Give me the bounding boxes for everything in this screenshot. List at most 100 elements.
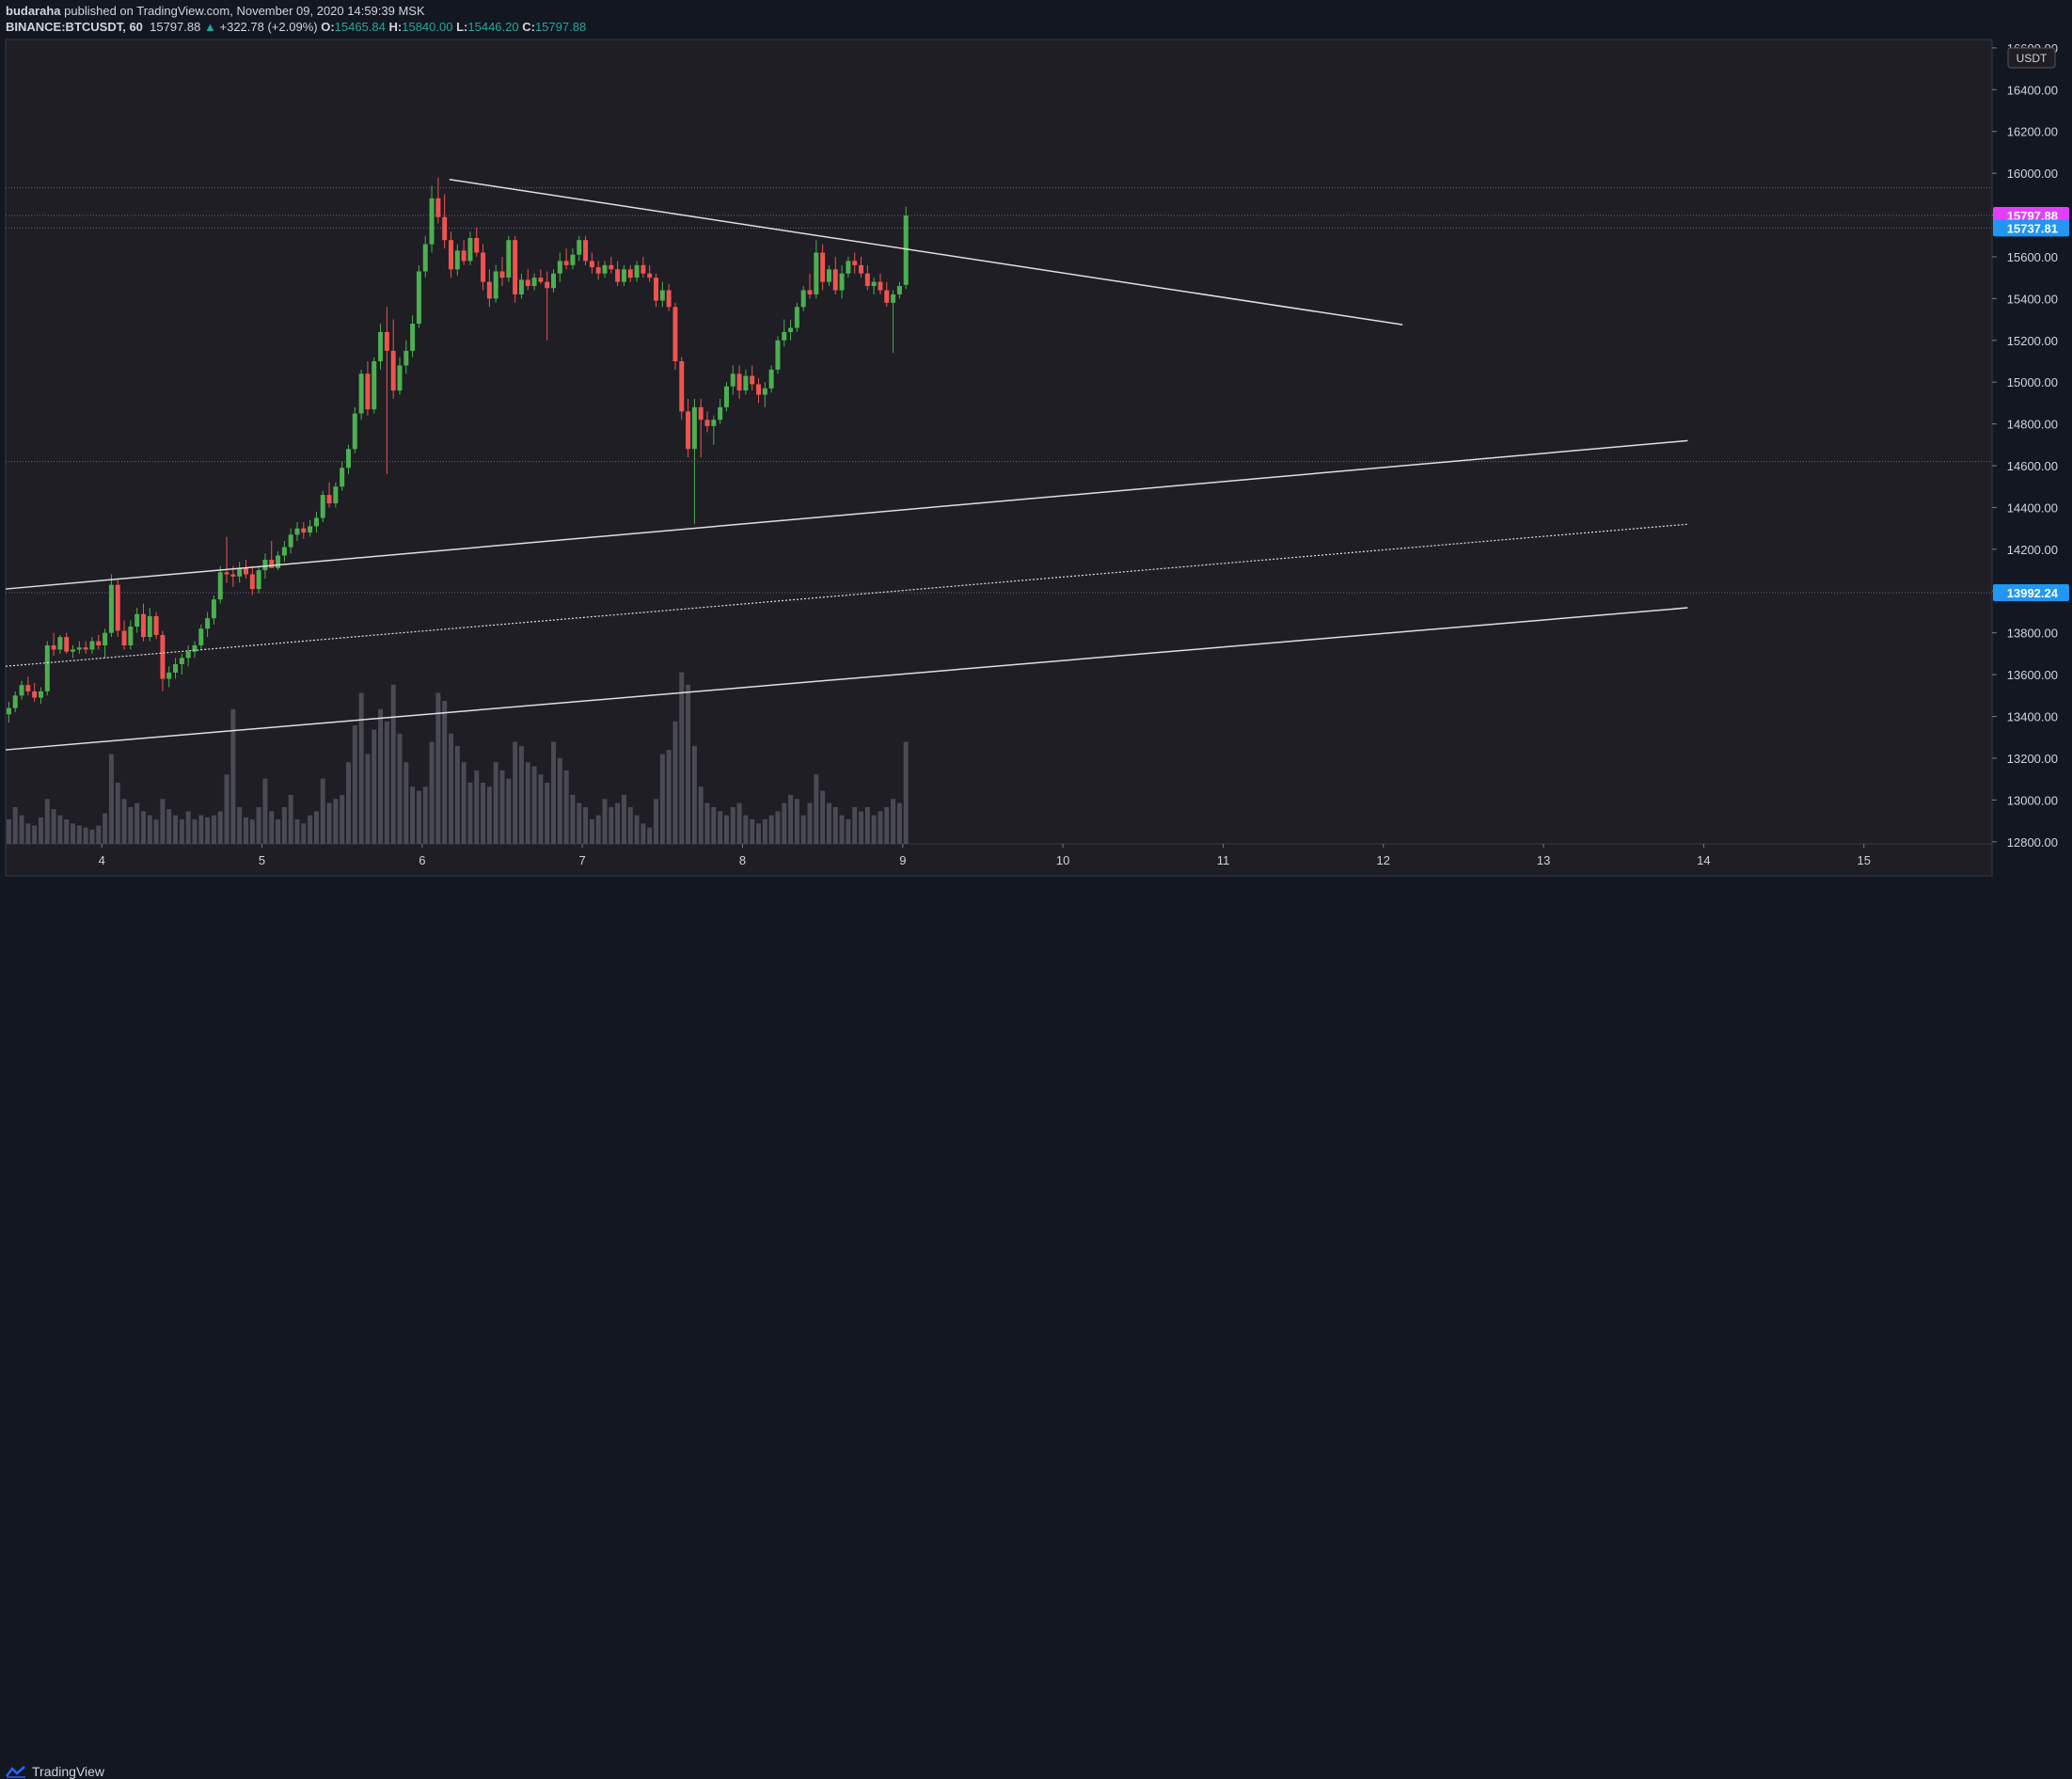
candle-body[interactable] xyxy=(115,584,120,631)
candle-body[interactable] xyxy=(340,468,345,487)
candle-body[interactable] xyxy=(173,664,179,673)
candle-body[interactable] xyxy=(243,567,248,575)
candle-body[interactable] xyxy=(378,331,384,361)
candle-body[interactable] xyxy=(871,281,877,287)
candle-body[interactable] xyxy=(654,278,659,301)
candle-body[interactable] xyxy=(358,373,364,414)
candle-body[interactable] xyxy=(788,327,794,332)
candle-body[interactable] xyxy=(563,261,569,265)
candle-body[interactable] xyxy=(711,420,717,426)
candle-body[interactable] xyxy=(884,290,890,303)
candle-body[interactable] xyxy=(12,695,18,708)
candle-body[interactable] xyxy=(185,651,191,659)
candle-body[interactable] xyxy=(691,406,697,450)
candle-body[interactable] xyxy=(352,413,357,450)
candle-body[interactable] xyxy=(166,672,172,679)
candle-body[interactable] xyxy=(249,574,255,590)
candle-body[interactable] xyxy=(442,216,448,241)
candle-body[interactable] xyxy=(679,361,685,412)
candle-body[interactable] xyxy=(583,240,589,262)
candle-body[interactable] xyxy=(461,250,467,262)
candle-body[interactable] xyxy=(794,307,799,328)
candle-body[interactable] xyxy=(595,267,601,274)
candle-body[interactable] xyxy=(525,279,530,287)
candle-body[interactable] xyxy=(313,517,319,527)
candle-body[interactable] xyxy=(807,290,813,294)
candle-body[interactable] xyxy=(467,237,473,262)
candle-body[interactable] xyxy=(128,627,134,646)
candle-body[interactable] xyxy=(846,261,851,274)
candle-body[interactable] xyxy=(19,685,24,696)
candle-body[interactable] xyxy=(372,361,377,410)
candle-body[interactable] xyxy=(333,486,339,504)
candle-body[interactable] xyxy=(281,547,287,556)
candle-body[interactable] xyxy=(551,273,557,289)
plot-area[interactable] xyxy=(5,39,1993,877)
author-name[interactable]: budaraha xyxy=(6,4,61,18)
candle-body[interactable] xyxy=(230,574,236,577)
candle-body[interactable] xyxy=(641,264,646,274)
candle-body[interactable] xyxy=(276,555,281,568)
candle-body[interactable] xyxy=(659,290,665,301)
candle-body[interactable] xyxy=(481,252,486,282)
candle-body[interactable] xyxy=(454,250,460,270)
candle-body[interactable] xyxy=(814,252,819,294)
candle-body[interactable] xyxy=(6,707,11,715)
candle-body[interactable] xyxy=(896,286,902,294)
candle-body[interactable] xyxy=(615,269,621,282)
candle-body[interactable] xyxy=(513,240,518,294)
candle-body[interactable] xyxy=(878,281,883,291)
candle-body[interactable] xyxy=(345,449,351,469)
candle-body[interactable] xyxy=(545,281,550,289)
candle-body[interactable] xyxy=(365,373,371,410)
candle-body[interactable] xyxy=(211,599,216,619)
candle-body[interactable] xyxy=(288,534,293,548)
candle-body[interactable] xyxy=(852,261,858,265)
candle-body[interactable] xyxy=(621,269,626,282)
candle-body[interactable] xyxy=(800,290,806,308)
candle-body[interactable] xyxy=(743,375,749,391)
candle-body[interactable] xyxy=(903,215,909,285)
candle-body[interactable] xyxy=(499,271,505,278)
symbol-label[interactable]: BINANCE:BTCUSDT, 60 xyxy=(6,20,143,34)
candle-body[interactable] xyxy=(531,278,537,287)
candle-body[interactable] xyxy=(57,637,63,650)
candle-body[interactable] xyxy=(570,254,576,265)
trendline[interactable] xyxy=(5,607,1688,751)
candle-body[interactable] xyxy=(704,420,710,426)
trendline[interactable] xyxy=(5,523,1688,667)
candle-body[interactable] xyxy=(832,269,838,291)
candle-body[interactable] xyxy=(839,273,845,291)
candle-body[interactable] xyxy=(736,373,742,391)
candle-body[interactable] xyxy=(121,630,127,646)
candle-body[interactable] xyxy=(44,645,50,691)
candle-body[interactable] xyxy=(237,567,243,577)
candle-body[interactable] xyxy=(217,572,223,600)
candle-body[interactable] xyxy=(448,240,453,270)
candle-body[interactable] xyxy=(51,645,56,650)
candle-body[interactable] xyxy=(326,495,332,504)
tradingview-brand[interactable]: TradingView xyxy=(6,1764,104,1779)
candle-body[interactable] xyxy=(718,406,723,421)
candle-body[interactable] xyxy=(224,572,229,575)
candle-body[interactable] xyxy=(891,294,896,303)
candle-body[interactable] xyxy=(294,528,300,535)
candle-body[interactable] xyxy=(634,264,640,278)
candle-body[interactable] xyxy=(416,271,421,325)
candle-body[interactable] xyxy=(672,307,678,361)
candle-body[interactable] xyxy=(859,264,864,274)
candle-body[interactable] xyxy=(256,570,261,590)
candle-body[interactable] xyxy=(506,240,512,278)
candle-body[interactable] xyxy=(410,324,416,351)
candle-body[interactable] xyxy=(153,615,159,635)
candle-body[interactable] xyxy=(602,264,608,274)
candle-body[interactable] xyxy=(627,269,633,278)
price-chart[interactable]: 16600.0016400.0016200.0016000.0015800.00… xyxy=(0,0,2072,877)
candle-body[interactable] xyxy=(750,375,755,385)
candle-body[interactable] xyxy=(160,634,166,679)
candle-body[interactable] xyxy=(864,273,870,287)
candle-body[interactable] xyxy=(179,658,184,665)
candle-body[interactable] xyxy=(609,264,614,270)
candle-body[interactable] xyxy=(320,495,325,518)
candle-body[interactable] xyxy=(768,369,774,389)
